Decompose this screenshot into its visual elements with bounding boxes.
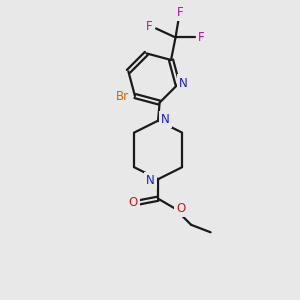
- Text: Br: Br: [116, 89, 129, 103]
- Text: O: O: [128, 196, 137, 209]
- Text: O: O: [177, 202, 186, 215]
- Text: N: N: [146, 174, 155, 187]
- Text: F: F: [146, 20, 153, 34]
- Text: N: N: [179, 76, 188, 90]
- Text: F: F: [198, 31, 205, 44]
- Text: N: N: [161, 112, 170, 126]
- Text: F: F: [177, 6, 183, 20]
